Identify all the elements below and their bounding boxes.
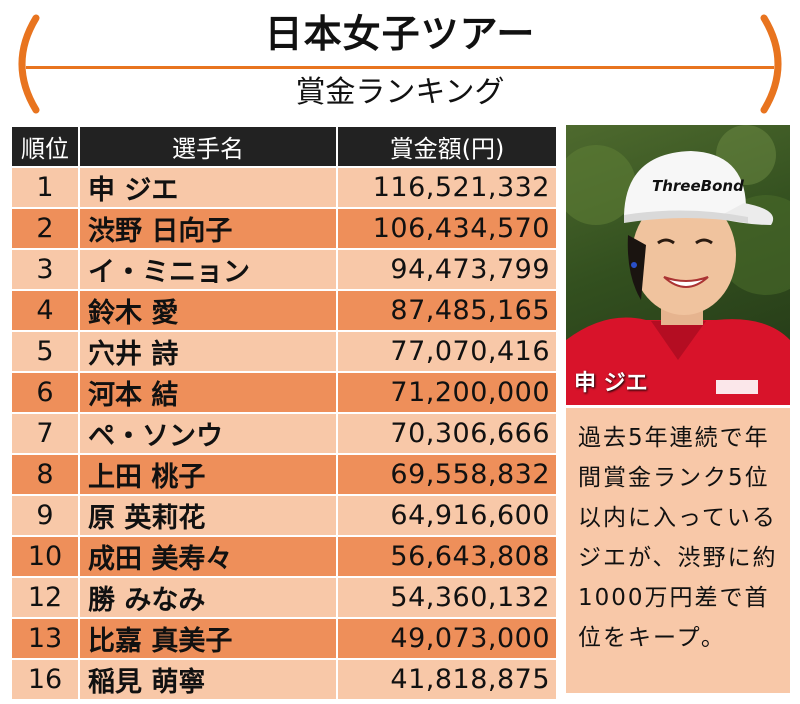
rank-cell: 1 <box>10 166 80 209</box>
player-name-cell: 穴井 詩 <box>78 330 338 373</box>
rank-cell: 13 <box>10 617 80 660</box>
photo-caption: 申 ジエ <box>574 371 648 396</box>
player-name-cell: 原 英莉花 <box>78 494 338 537</box>
player-name-cell: 河本 結 <box>78 371 338 414</box>
header-divider <box>26 66 774 69</box>
header-prize-money: 賞金額(円) <box>336 125 558 168</box>
player-name-cell: 成田 美寿々 <box>78 535 338 578</box>
table-row: 4 鈴木 愛 87,485,165 <box>10 289 558 332</box>
ranking-table: 順位 選手名 賞金額(円) 1 申 ジエ 116,521,332 2 渋野 日向… <box>10 125 558 701</box>
prize-money-cell: 41,818,875 <box>336 658 558 701</box>
rank-cell: 8 <box>10 453 80 496</box>
page-title: 日本女子ツアー <box>264 12 536 56</box>
prize-money-cell: 87,485,165 <box>336 289 558 332</box>
player-photo: ThreeBond 申 ジエ <box>566 125 790 405</box>
table-row: 6 河本 結 71,200,000 <box>10 371 558 414</box>
player-name-cell: 稲見 萌寧 <box>78 658 338 701</box>
table-row: 13 比嘉 真美子 49,073,000 <box>10 617 558 660</box>
table-row: 2 渋野 日向子 106,434,570 <box>10 207 558 250</box>
prize-money-cell: 56,643,808 <box>336 535 558 578</box>
table-row: 10 成田 美寿々 56,643,808 <box>10 535 558 578</box>
right-parenthesis-decoration <box>760 14 782 114</box>
table-header-row: 順位 選手名 賞金額(円) <box>10 125 558 168</box>
page-subtitle: 賞金ランキング <box>295 75 505 110</box>
prize-money-cell: 116,521,332 <box>336 166 558 209</box>
comment-box: 過去5年連続で年間賞金ランク5位以内に入っているジエが、渋野に約1000万円差で… <box>566 408 790 693</box>
rank-cell: 5 <box>10 330 80 373</box>
cap-logo: ThreeBond <box>652 177 744 195</box>
player-name-cell: 勝 みなみ <box>78 576 338 619</box>
player-name-cell: イ・ミニョン <box>78 248 338 291</box>
player-name-cell: 上田 桃子 <box>78 453 338 496</box>
table-row: 7 ペ・ソンウ 70,306,666 <box>10 412 558 455</box>
player-name-cell: 鈴木 愛 <box>78 289 338 332</box>
header-player-name: 選手名 <box>78 125 338 168</box>
player-portrait-illustration: ThreeBond <box>566 125 790 405</box>
rank-cell: 2 <box>10 207 80 250</box>
player-name-cell: ペ・ソンウ <box>78 412 338 455</box>
table-row: 9 原 英莉花 64,916,600 <box>10 494 558 537</box>
left-parenthesis-decoration <box>18 14 40 114</box>
player-name-cell: 比嘉 真美子 <box>78 617 338 660</box>
prize-money-cell: 64,916,600 <box>336 494 558 537</box>
table-row: 12 勝 みなみ 54,360,132 <box>10 576 558 619</box>
rank-cell: 7 <box>10 412 80 455</box>
player-name-cell: 申 ジエ <box>78 166 338 209</box>
prize-money-cell: 49,073,000 <box>336 617 558 660</box>
table-row: 5 穴井 詩 77,070,416 <box>10 330 558 373</box>
table-row: 1 申 ジエ 116,521,332 <box>10 166 558 209</box>
rank-cell: 3 <box>10 248 80 291</box>
header-rank: 順位 <box>10 125 80 168</box>
prize-money-cell: 69,558,832 <box>336 453 558 496</box>
rank-cell: 6 <box>10 371 80 414</box>
table-row: 8 上田 桃子 69,558,832 <box>10 453 558 496</box>
prize-money-cell: 54,360,132 <box>336 576 558 619</box>
prize-money-cell: 70,306,666 <box>336 412 558 455</box>
prize-money-cell: 94,473,799 <box>336 248 558 291</box>
table-row: 16 稲見 萌寧 41,818,875 <box>10 658 558 701</box>
player-name-cell: 渋野 日向子 <box>78 207 338 250</box>
prize-money-cell: 71,200,000 <box>336 371 558 414</box>
prize-money-cell: 77,070,416 <box>336 330 558 373</box>
table-row: 3 イ・ミニョン 94,473,799 <box>10 248 558 291</box>
rank-cell: 12 <box>10 576 80 619</box>
rank-cell: 16 <box>10 658 80 701</box>
rank-cell: 10 <box>10 535 80 578</box>
rank-cell: 9 <box>10 494 80 537</box>
rank-cell: 4 <box>10 289 80 332</box>
prize-money-cell: 106,434,570 <box>336 207 558 250</box>
